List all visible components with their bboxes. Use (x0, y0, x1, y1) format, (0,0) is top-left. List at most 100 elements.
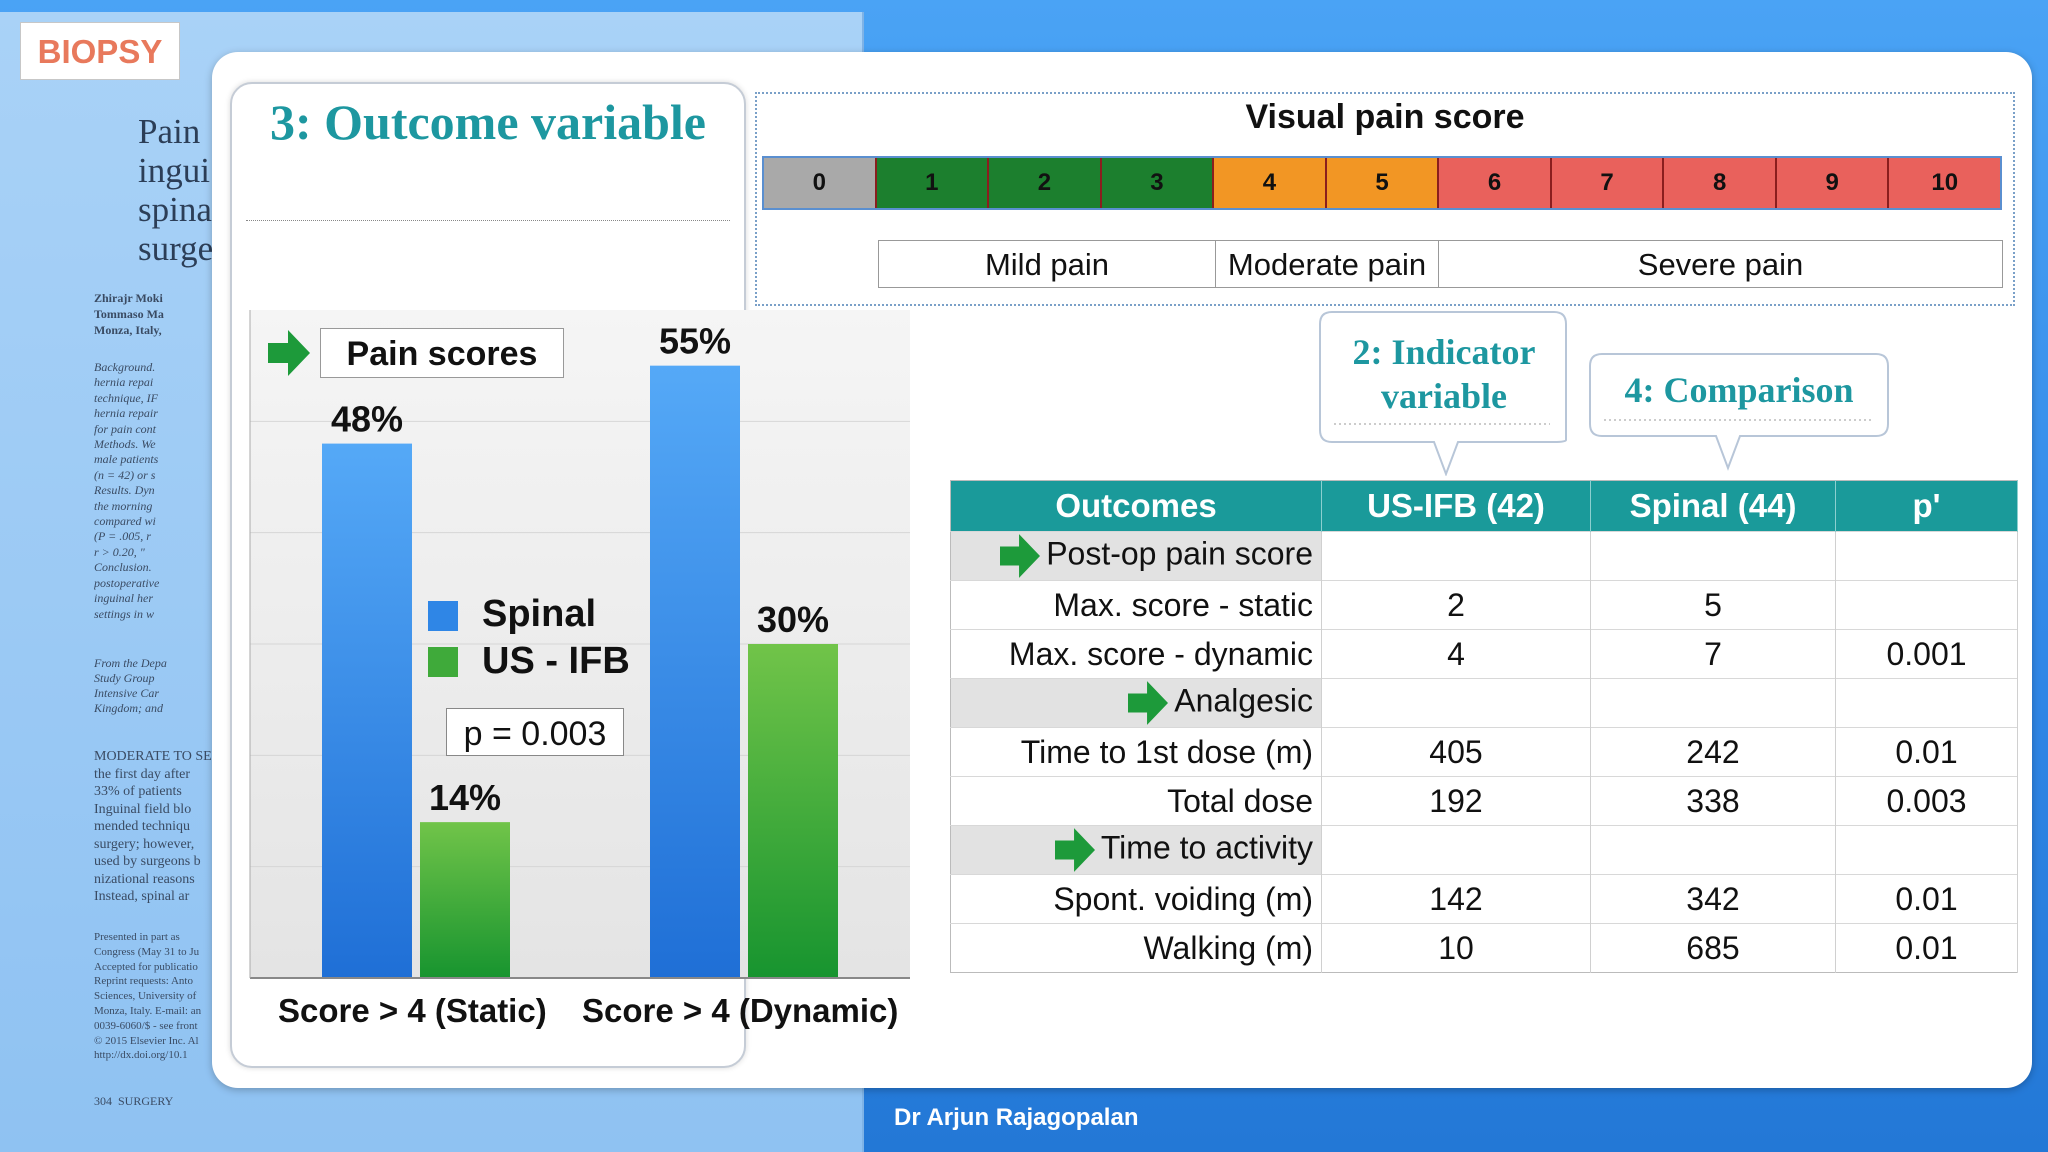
cell-us-ifb-text: 192 (1429, 782, 1483, 819)
cell-spinal: 7 (1590, 629, 1836, 679)
table-row: Spont. voiding (m) 142 342 0.01 (950, 874, 2018, 924)
cell-us-ifb: 192 (1321, 776, 1591, 826)
table-row: Walking (m) 10 685 0.01 (950, 923, 2018, 973)
cell-spinal (1590, 531, 1836, 581)
outcome-title: 3: Outcome variable (269, 94, 706, 150)
pain-level-9: 9 (1776, 158, 1890, 208)
pain-level-3: 3 (1101, 158, 1215, 208)
cell-outcome: Walking (m) (950, 923, 1322, 973)
cell-outcome-text: Time to activity (1100, 829, 1313, 866)
band-moderate: Moderate pain (1215, 240, 1439, 288)
cell-spinal: 685 (1590, 923, 1836, 973)
cell-spinal-text: 338 (1686, 782, 1740, 819)
legend-swatch-spinal (428, 601, 458, 631)
band-severe: Severe pain (1438, 240, 2003, 288)
cell-us-ifb-text: 2 (1447, 586, 1465, 623)
header-p-value: p' (1835, 480, 2018, 532)
table-row: Time to activity (950, 825, 2018, 875)
cell-spinal (1590, 678, 1836, 728)
cell-p-value: 0.01 (1835, 727, 2018, 777)
cell-p-value-text: 0.01 (1895, 880, 1958, 917)
table-header-row: Outcomes US-IFB (42) Spinal (44) p' (950, 480, 2018, 532)
cell-outcome: Time to activity (950, 825, 1322, 875)
cell-outcome: Analgesic (950, 678, 1322, 728)
arrow-right-icon (1128, 681, 1169, 725)
pain-level-4: 4 (1214, 158, 1327, 208)
bar-spinal-0 (322, 443, 412, 979)
cell-outcome: Max. score - static (950, 580, 1322, 630)
table-row: Max. score - dynamic 4 7 0.001 (950, 629, 2018, 679)
cell-us-ifb: 4 (1321, 629, 1591, 679)
cell-p-value: 0.001 (1835, 629, 2018, 679)
article-page-footer: 304 SURGERY (94, 1094, 174, 1108)
cell-p-value (1835, 531, 2018, 581)
cell-p-value-text: 0.003 (1886, 782, 1967, 819)
cell-spinal (1590, 825, 1836, 875)
pain-level-6: 6 (1439, 158, 1552, 208)
visual-pain-score-title: Visual pain score (1245, 98, 1525, 136)
cell-spinal: 338 (1590, 776, 1836, 826)
cell-p-value (1835, 678, 2018, 728)
cell-outcome-text: Max. score - dynamic (1008, 635, 1313, 672)
cell-outcome: Time to 1st dose (m) (950, 727, 1322, 777)
cell-p-value-text: 0.01 (1895, 733, 1958, 770)
article-abstract: Background. hernia repai technique, IF h… (94, 360, 160, 621)
article-title: Pain ingui spina surge (138, 112, 214, 268)
author-footer: Dr Arjun Rajagopalan (894, 1104, 1139, 1131)
cell-p-value-text: 0.01 (1895, 929, 1958, 966)
legend-label-spinal: Spinal (482, 593, 597, 635)
pain-level-1: 1 (876, 158, 990, 208)
pain-level-0: 0 (764, 158, 877, 208)
cell-p-value (1835, 580, 2018, 630)
cell-outcome-text: Walking (m) (1143, 929, 1313, 966)
cell-p-value: 0.003 (1835, 776, 2018, 826)
cell-us-ifb: 2 (1321, 580, 1591, 630)
bar-us-ifb-1 (748, 644, 838, 978)
bar-us-ifb-0 (420, 822, 510, 978)
cell-spinal: 242 (1590, 727, 1836, 777)
cell-us-ifb (1321, 678, 1591, 728)
table-row: Analgesic (950, 678, 2018, 728)
indicator-callout: 2: Indicator variable (1352, 332, 1536, 416)
cell-us-ifb (1321, 531, 1591, 581)
arrow-right-icon (268, 330, 310, 376)
table-row: Time to 1st dose (m) 405 242 0.01 (950, 727, 2018, 777)
comparison-callout-shape (1589, 353, 1889, 471)
header-spinal: Spinal (44) (1590, 480, 1836, 532)
cell-us-ifb-text: 10 (1438, 929, 1474, 966)
x-category-static: Score > 4 (Static) (278, 992, 547, 1029)
article-notes: Presented in part as Congress (May 31 to… (94, 931, 202, 1062)
cell-outcome-text: Total dose (1167, 782, 1313, 819)
data-label-spinal-1: 55% (659, 321, 731, 362)
data-label-us-ifb-0: 14% (429, 777, 501, 818)
cell-us-ifb-text: 4 (1447, 635, 1465, 672)
biopsy-badge: BIOPSY (20, 22, 180, 80)
cell-spinal-text: 5 (1704, 586, 1722, 623)
cell-p-value-text: 0.001 (1886, 635, 1967, 672)
pain-level-10: 10 (1889, 158, 2001, 208)
cell-spinal-text: 342 (1686, 880, 1740, 917)
arrow-right-icon (1000, 534, 1041, 578)
outcome-divider (246, 220, 730, 221)
cell-spinal-text: 7 (1704, 635, 1722, 672)
header-outcomes: Outcomes (950, 480, 1322, 532)
table-row: Post-op pain score (950, 531, 2018, 581)
cell-spinal-text: 685 (1686, 929, 1740, 966)
article-authors: Zhirajr Moki Tommaso Ma Monza, Italy, (94, 291, 164, 337)
table-row: Max. score - static 2 5 (950, 580, 2018, 630)
table-row: Total dose 192 338 0.003 (950, 776, 2018, 826)
data-label-us-ifb-1: 30% (757, 599, 829, 640)
cell-spinal: 342 (1590, 874, 1836, 924)
pain-scale: 0 1 2 3 4 5 6 7 8 9 10 (762, 156, 2002, 210)
cell-outcome: Post-op pain score (950, 531, 1322, 581)
cell-outcome: Spont. voiding (m) (950, 874, 1322, 924)
cell-outcome-text: Time to 1st dose (m) (1020, 733, 1313, 770)
pain-level-2: 2 (989, 158, 1102, 208)
cell-p-value (1835, 825, 2018, 875)
cell-p-value: 0.01 (1835, 874, 2018, 924)
cell-p-value: 0.01 (1835, 923, 2018, 973)
bar-spinal-1 (650, 365, 740, 979)
pain-level-5: 5 (1326, 158, 1440, 208)
indicator-callout-shape (1319, 311, 1567, 476)
